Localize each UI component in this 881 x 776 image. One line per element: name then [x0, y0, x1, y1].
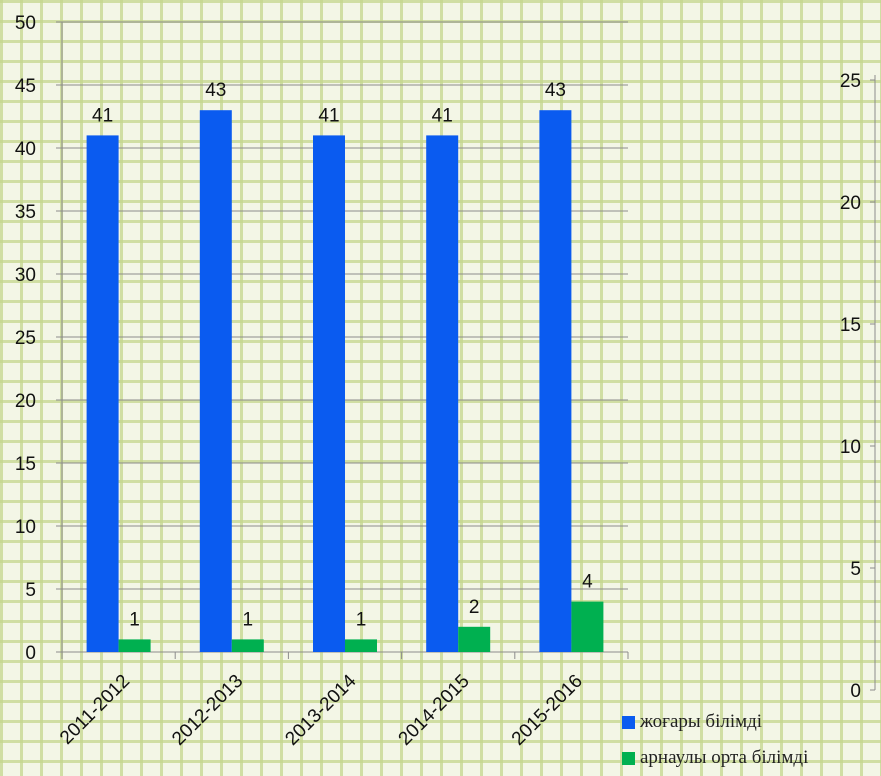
y-tick-label-6: 30 — [15, 265, 36, 286]
bar-series-2-2015-2016 — [571, 601, 604, 652]
y-tick-label-0: 0 — [25, 643, 36, 664]
bar-series-1-2012-2013 — [199, 110, 232, 652]
legend-item-series-1: жоғары білімді — [622, 704, 808, 740]
legend-swatch-series-2 — [622, 751, 635, 765]
legend-item-series-2: арнаулы орта білімді — [622, 740, 808, 776]
y-tick-label-7: 35 — [15, 202, 36, 223]
bar-series-1-2014-2015 — [426, 135, 459, 652]
right-y-tick-label-5: 25 — [840, 71, 861, 92]
bar-series-1-2015-2016 — [539, 110, 572, 652]
right-y-tick-label-4: 20 — [840, 193, 861, 214]
right-y-tick-label-1: 5 — [850, 559, 861, 580]
right-y-tick-label-0: 0 — [850, 681, 861, 702]
legend-label-series-2: арнаулы орта білімді — [640, 747, 809, 768]
data-label-series-1-2011-2012: 41 — [92, 105, 113, 126]
data-label-series-2-2012-2013: 1 — [243, 609, 254, 630]
bar-series-1-2011-2012 — [86, 135, 119, 652]
data-label-series-1-2015-2016: 43 — [545, 80, 566, 101]
x-tick-label-4: 2015-2016 — [508, 671, 587, 750]
legend-swatch-series-1 — [622, 715, 635, 729]
legend: жоғары білімді арнаулы орта білімді — [622, 704, 808, 776]
y-tick-label-8: 40 — [15, 139, 36, 160]
data-label-series-1-2014-2015: 41 — [432, 105, 453, 126]
bar-series-2-2011-2012 — [118, 639, 151, 652]
data-label-series-2-2014-2015: 2 — [469, 597, 480, 618]
bar-data-labels: 41 1 43 1 41 1 41 2 43 4 — [92, 80, 593, 630]
y-tick-label-4: 20 — [15, 391, 36, 412]
y-tick-label-5: 25 — [15, 328, 36, 349]
bar-series-2-2014-2015 — [458, 626, 491, 652]
legend-label-series-1: жоғары білімді — [640, 711, 763, 732]
x-tick-label-1: 2012-2013 — [168, 671, 247, 750]
bar-series-2-2012-2013 — [231, 639, 264, 652]
x-tick-label-0: 2011-2012 — [56, 671, 134, 749]
y-tick-label-9: 45 — [15, 76, 36, 97]
x-tick-label-3: 2014-2015 — [395, 671, 474, 750]
data-label-series-1-2012-2013: 43 — [205, 80, 226, 101]
right-y-tick-label-3: 15 — [840, 315, 861, 336]
bar-series-2-2013-2014 — [345, 639, 377, 652]
bar-series-1-2013-2014 — [313, 135, 345, 652]
y-tick-label-3: 15 — [15, 454, 36, 475]
x-tick-label-2: 2013-2014 — [281, 670, 360, 749]
right-y-tick-label-2: 10 — [840, 437, 861, 458]
right-chart-axis: 0 5 10 15 20 25 — [840, 71, 876, 702]
y-tick-label-2: 10 — [15, 517, 36, 538]
y-tick-label-10: 50 — [15, 13, 36, 34]
y-tick-label-1: 5 — [25, 580, 36, 601]
data-label-series-2-2013-2014: 1 — [356, 609, 367, 630]
data-label-series-2-2015-2016: 4 — [582, 572, 593, 593]
bar-series — [86, 110, 604, 652]
data-label-series-1-2013-2014: 41 — [318, 105, 339, 126]
data-label-series-2-2011-2012: 1 — [129, 609, 140, 630]
